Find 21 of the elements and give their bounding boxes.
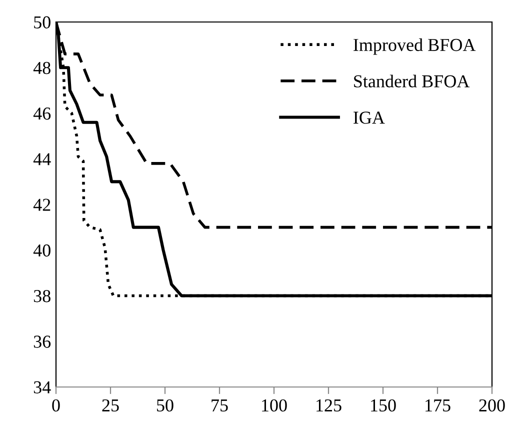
y-tick-label: 46 (33, 108, 51, 120)
legend-label: IGA (354, 112, 385, 124)
legend-label: Standerd BFOA (354, 74, 470, 88)
x-tick-label: 25 (102, 399, 119, 412)
x-tick-label: 50 (157, 399, 174, 412)
y-tick-label: 42 (33, 198, 50, 211)
y-tick-label: 50 (34, 16, 50, 28)
x-tick-label: 0 (52, 399, 60, 412)
x-tick-label: 100 (262, 399, 287, 412)
x-tick-label: 150 (371, 399, 396, 412)
x-tick-label: 75 (212, 400, 228, 412)
y-tick-label: 40 (33, 244, 50, 257)
y-tick-label: 44 (33, 153, 51, 166)
x-tick-label: 125 (316, 399, 342, 412)
y-tick-label: 48 (33, 62, 50, 74)
x-tick-label: 175 (426, 399, 450, 412)
y-tick-label: 36 (34, 336, 51, 348)
legend-label: Improved BFOA (354, 38, 476, 55)
y-tick-label: 38 (34, 290, 50, 302)
y-tick-label: 34 (34, 381, 51, 394)
x-tick-label: 200 (479, 399, 505, 412)
